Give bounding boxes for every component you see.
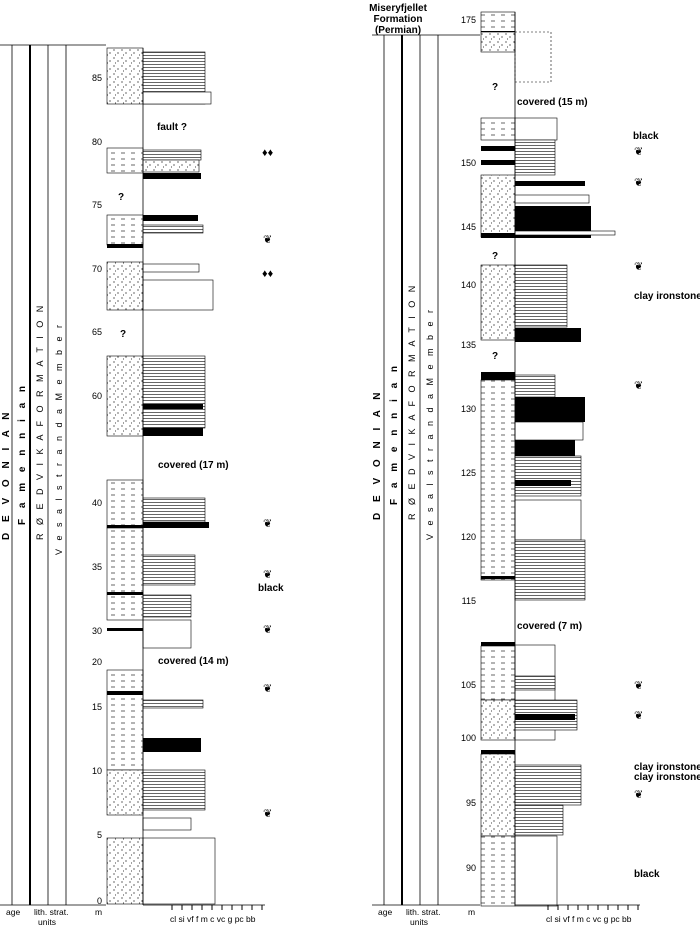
left-lith-footer: lith. strat. [34, 907, 68, 917]
formation-label-right: R Ø E D V I K A F O R M A T I O N [407, 283, 417, 520]
svg-text:clay ironstone: clay ironstone [634, 291, 700, 302]
left-fossil-symbols: ♦♦ ♦♦ ❦ ❦ ❦ ❦ ❦ ❦ [262, 147, 274, 820]
right-units-footer: units [410, 917, 428, 927]
leaf-fossil-icon: ❦ [263, 624, 272, 636]
left-age-footer: age [6, 907, 20, 917]
header-right-1: Miseryfjellet [369, 3, 427, 14]
leaf-fossil-icon: ❦ [634, 710, 643, 722]
right-grainsize-labels: cl si vf f m c vc g pc bb [546, 914, 632, 924]
right-age-footer: age [378, 907, 392, 917]
right-units-columns [372, 34, 480, 906]
svg-text:black: black [258, 583, 284, 594]
svg-text:covered (7 m): covered (7 m) [517, 621, 582, 632]
svg-text:135: 135 [461, 340, 476, 350]
header-right-2: Formation [374, 14, 423, 25]
svg-text:70: 70 [92, 264, 102, 274]
svg-text:black: black [634, 869, 660, 880]
svg-text:?: ? [118, 192, 124, 203]
svg-text:20: 20 [92, 657, 102, 667]
right-m-footer: m [468, 907, 475, 917]
age-label-right: D E V O N I A N [372, 389, 383, 521]
svg-text:100: 100 [461, 733, 476, 743]
left-grainsize-axis [171, 905, 263, 910]
svg-text:covered (15 m): covered (15 m) [517, 97, 588, 108]
svg-text:0: 0 [97, 896, 102, 906]
leaf-fossil-icon: ❦ [634, 789, 643, 801]
left-grainsize-labels: cl si vf f m c vc g pc bb [170, 914, 256, 924]
svg-text:150: 150 [461, 158, 476, 168]
svg-text:105: 105 [461, 680, 476, 690]
svg-text:65: 65 [92, 327, 102, 337]
left-m-footer: m [95, 907, 102, 917]
svg-text:90: 90 [466, 863, 476, 873]
leaf-fossil-icon: ❦ [634, 261, 643, 273]
member-label-left: V e s a l s t r a n d a M e m b e r [54, 322, 64, 555]
svg-text:40: 40 [92, 498, 102, 508]
age-label-left: D E V O N I A N [1, 409, 12, 541]
svg-text:145: 145 [461, 222, 476, 232]
right-ticks: 90 95 100 105 115 120 125 130 135 140 14… [461, 15, 476, 873]
svg-text:covered (14 m): covered (14 m) [158, 656, 229, 667]
leaf-fossil-icon: ❦ [634, 177, 643, 189]
right-fossil-symbols: ❦ ❦ ❦ ❦ ❦ ❦ ❦ [634, 146, 643, 801]
svg-text:125: 125 [461, 468, 476, 478]
right-lith-footer: lith. strat. [406, 907, 440, 917]
stage-label-right: F a m e n n i a n [389, 362, 400, 505]
leaf-fossil-icon: ❦ [263, 808, 272, 820]
svg-text:80: 80 [92, 137, 102, 147]
leaf-fossil-icon: ❦ [263, 569, 272, 581]
right-grainsize-axis [547, 905, 639, 910]
svg-text:85: 85 [92, 73, 102, 83]
leaf-fossil-icon: ❦ [263, 234, 272, 246]
left-ticks: 0 5 10 15 20 30 35 40 60 65 70 75 80 85 [92, 73, 102, 906]
leaf-fossil-icon: ❦ [263, 683, 272, 695]
formation-label-left: R Ø E D V I K A F O R M A T I O N [35, 303, 45, 540]
svg-text:35: 35 [92, 562, 102, 572]
right-annotations: covered (15 m) black clay ironstone cove… [492, 82, 700, 880]
leaf-fossil-icon: ❦ [263, 518, 272, 530]
svg-text:5: 5 [97, 830, 102, 840]
leaf-fossil-icon: ❦ [634, 680, 643, 692]
svg-text:120: 120 [461, 532, 476, 542]
svg-text:115: 115 [462, 596, 476, 606]
svg-text:10: 10 [92, 766, 102, 776]
left-annotations: fault ? covered (17 m) black covered (14… [118, 122, 284, 667]
right-column [480, 11, 640, 907]
leaf-fossil-icon: ❦ [634, 380, 643, 392]
leaf-fossil-icon: ❦ [634, 146, 643, 158]
svg-text:?: ? [120, 329, 126, 340]
svg-text:15: 15 [92, 702, 102, 712]
member-label-right: V e s a l s t r a n d a M e m b e r [425, 307, 435, 540]
svg-text:60: 60 [92, 391, 102, 401]
svg-text:black: black [633, 131, 659, 142]
svg-text:clay ironstone: clay ironstone [634, 762, 700, 773]
svg-text:30: 30 [92, 626, 102, 636]
svg-text:130: 130 [461, 404, 476, 414]
left-units-columns [0, 44, 106, 906]
svg-text:♦♦: ♦♦ [262, 147, 274, 159]
svg-text:fault ?: fault ? [157, 122, 187, 133]
svg-text:140: 140 [461, 280, 476, 290]
svg-text:?: ? [492, 82, 498, 93]
svg-text:175: 175 [461, 15, 476, 25]
header-right-3: (Permian) [375, 25, 421, 36]
svg-text:?: ? [492, 351, 498, 362]
svg-text:75: 75 [92, 200, 102, 210]
svg-text:clay ironstone: clay ironstone [634, 772, 700, 783]
left-column [106, 47, 265, 906]
left-units-footer: units [38, 917, 56, 927]
svg-text:covered (17 m): covered (17 m) [158, 460, 229, 471]
svg-text:95: 95 [466, 798, 476, 808]
svg-text:♦♦: ♦♦ [262, 268, 274, 280]
svg-text:?: ? [492, 251, 498, 262]
stage-label-left: F a m e n n i a n [17, 382, 28, 525]
